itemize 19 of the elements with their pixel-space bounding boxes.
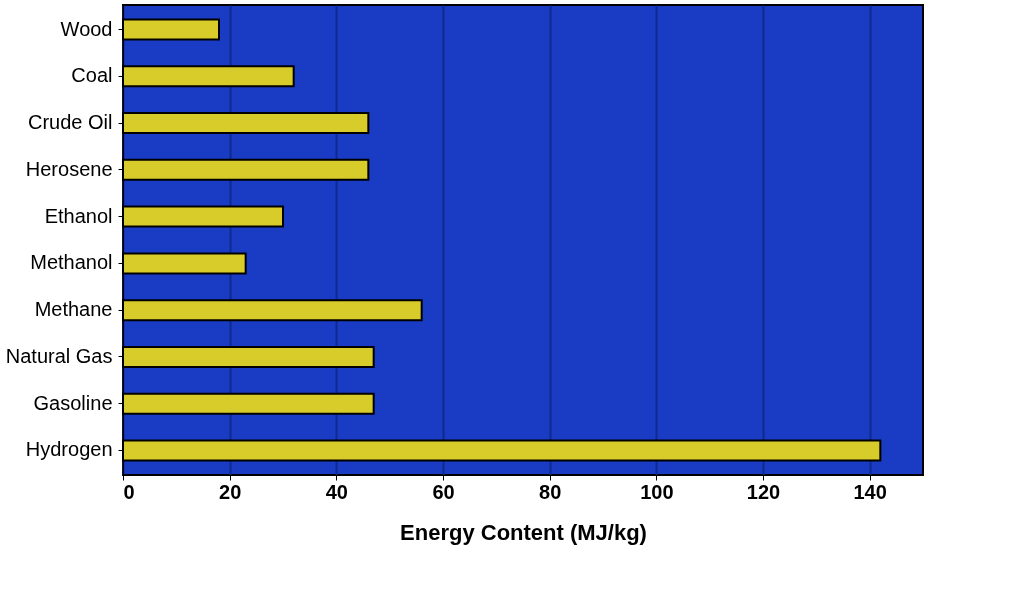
x-tick-label: 120 [746, 480, 781, 503]
y-tick-label: Coal [71, 64, 113, 87]
x-tick-label: 80 [539, 480, 562, 503]
x-tick-label: 100 [640, 480, 674, 503]
y-tick-label: Methane [34, 298, 113, 321]
y-tick-label: Natural Gas [5, 344, 113, 367]
y-tick-label: Gasoline [33, 391, 113, 414]
x-tick-label: 140 [853, 480, 887, 503]
y-tick-label: Herosene [25, 157, 113, 180]
x-axis-title: Energy Content (MJ/kg) [400, 519, 647, 545]
x-tick-label: 40 [325, 480, 348, 503]
y-tick-label: Ethanol [44, 204, 113, 227]
y-tick-label: Crude Oil [28, 111, 113, 134]
y-tick-label: Methanol [30, 251, 113, 274]
y-tick-label: Hydrogen [25, 438, 113, 461]
x-tick-label: 20 [219, 480, 242, 503]
y-tick-label: Wood [60, 17, 113, 40]
x-tick-label: 0 [123, 480, 135, 503]
x-tick-label: 60 [432, 480, 455, 503]
